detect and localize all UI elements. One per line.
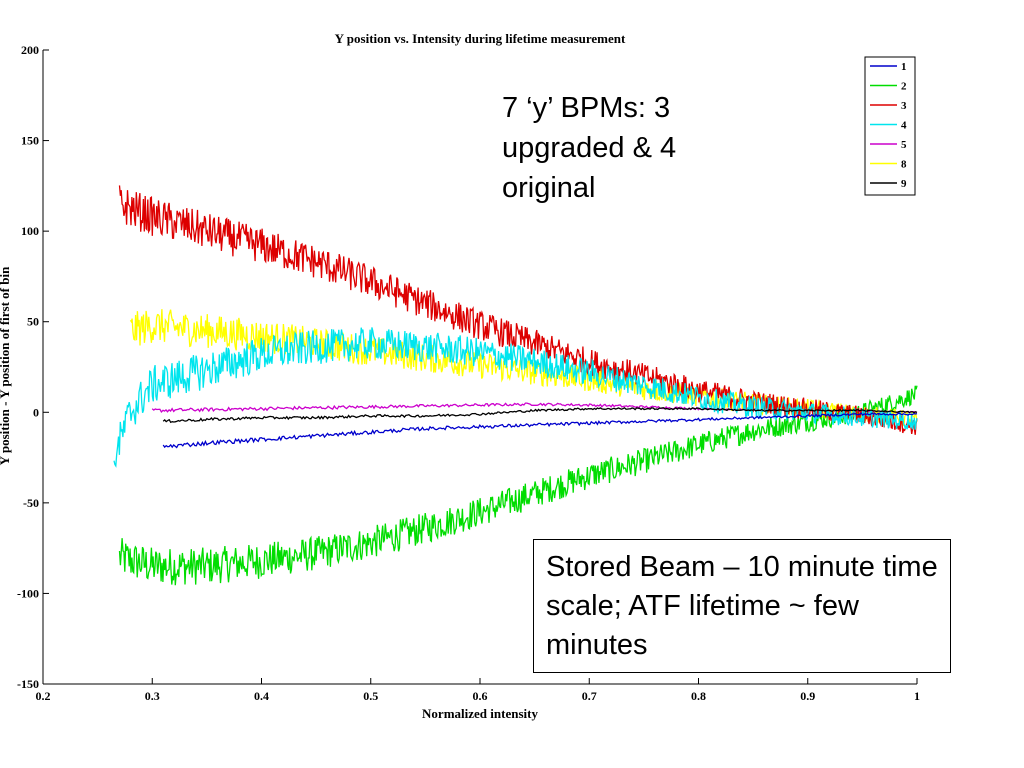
chart-title: Y position vs. Intensity during lifetime… (335, 31, 626, 46)
y-tick-label: 0 (33, 405, 39, 419)
x-axis-label: Normalized intensity (422, 706, 538, 721)
x-tick-label: 0.9 (800, 689, 815, 703)
x-tick-label: 0.6 (473, 689, 488, 703)
x-tick-label: 0.7 (582, 689, 597, 703)
legend-label: 2 (901, 81, 907, 93)
y-tick-label: 100 (21, 224, 39, 238)
y-tick-label: -100 (17, 586, 39, 600)
series-layer (113, 185, 918, 586)
y-axis-label: Y position - Y position of first of bin (0, 266, 12, 465)
series-line-9 (162, 406, 918, 424)
legend-label: 1 (901, 61, 907, 73)
series-line-4 (113, 327, 918, 468)
legend-label: 3 (901, 100, 907, 112)
y-tick-label: 50 (27, 315, 39, 329)
legend-label: 8 (901, 159, 907, 171)
x-tick-label: 0.8 (691, 689, 706, 703)
x-tick-label: 0.2 (36, 689, 51, 703)
legend: 1 2 3 4 5 8 9 (864, 56, 916, 196)
bpm-annotation: 7 ‘y’ BPMs: 3 upgraded & 4 original (502, 92, 677, 204)
ticks-layer: 0.2 0.3 0.4 0.5 0.6 0.7 0.8 0.9 1 200 150 100 50 0 -50… (17, 43, 920, 703)
series-line-2 (118, 385, 918, 586)
beam-annotation: Stored Beam – 10 minute time scale; ATF … (533, 539, 951, 673)
y-tick-label: 200 (21, 43, 39, 57)
legend-label: 4 (901, 120, 907, 132)
legend-label: 9 (901, 178, 907, 190)
x-tick-label: 0.5 (363, 689, 378, 703)
x-tick-label: 0.3 (145, 689, 160, 703)
y-tick-label: -150 (17, 677, 39, 691)
legend-label: 5 (901, 139, 907, 151)
y-tick-label: 150 (21, 134, 39, 148)
x-tick-label: 1 (914, 689, 920, 703)
series-line-1 (162, 412, 918, 449)
x-tick-label: 0.4 (254, 689, 269, 703)
series-line-3 (118, 185, 918, 435)
y-tick-label: -50 (23, 496, 39, 510)
legend-box (864, 56, 916, 196)
